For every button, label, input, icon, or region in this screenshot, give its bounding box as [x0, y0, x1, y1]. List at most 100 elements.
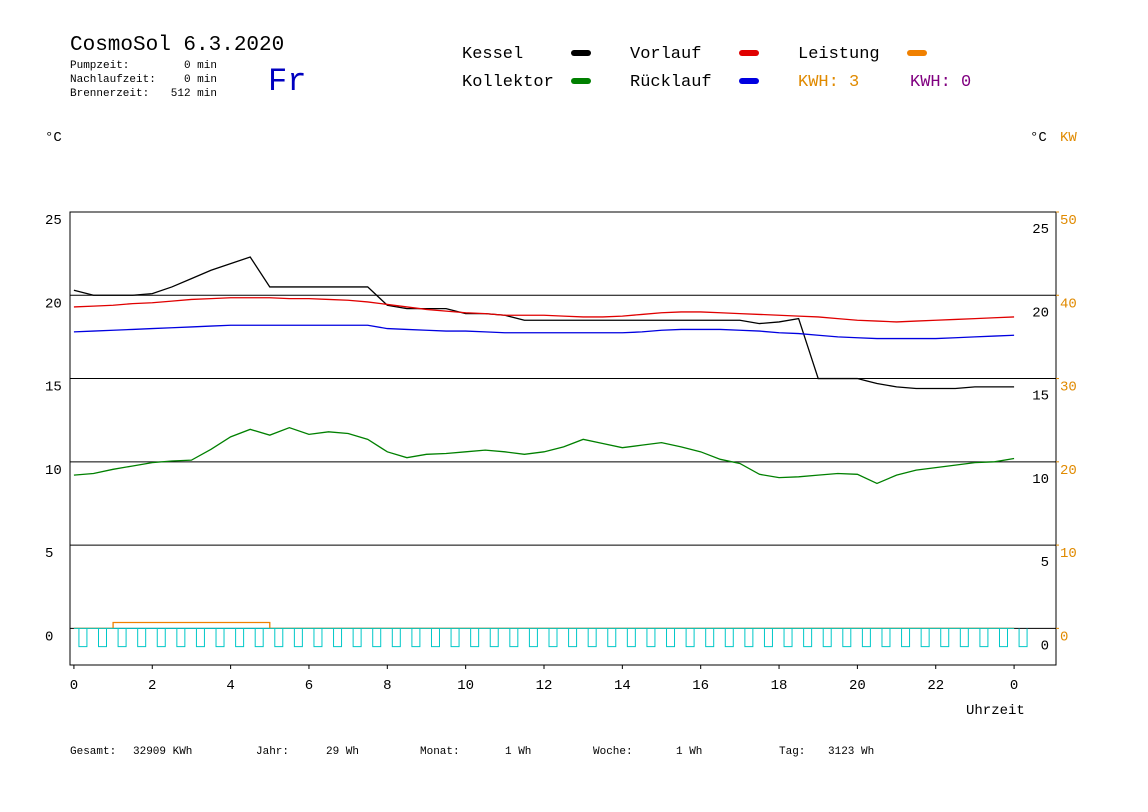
y-label: °C	[45, 130, 62, 146]
pump-pulse	[568, 628, 578, 648]
y2-tick-label: 20	[1060, 463, 1077, 479]
y-tick-label-right: 15	[1032, 389, 1049, 405]
info-value: 0 min	[184, 60, 217, 72]
pump-pulse	[1018, 628, 1028, 648]
pump-pulse	[959, 628, 969, 648]
pump-pulse	[528, 628, 538, 648]
x-tick-label: 8	[383, 678, 391, 694]
pump-pulse	[842, 628, 852, 648]
y-tick-label-right: 5	[1041, 555, 1049, 571]
title: CosmoSol 6.3.2020	[70, 34, 284, 57]
pump-pulse	[313, 628, 323, 648]
pump-pulse	[548, 628, 558, 648]
pump-pulse	[293, 628, 303, 648]
pump-pulse	[861, 628, 871, 648]
pump-pulse	[940, 628, 950, 648]
info-label: Pumpzeit:	[70, 60, 129, 72]
legend-label: Leistung	[798, 45, 880, 64]
y-tick-label-right: 0	[1041, 638, 1049, 654]
kwh-label: KWH: 0	[910, 73, 971, 92]
y-tick-label-right: 10	[1032, 472, 1049, 488]
pump-pulse	[274, 628, 284, 648]
pump-pulse	[705, 628, 715, 648]
x-tick-label: 0	[70, 678, 78, 694]
pump-pulse	[254, 628, 264, 648]
pump-pulse	[509, 628, 519, 648]
footer-value: 32909 KWh	[133, 746, 192, 758]
pump-pulse	[411, 628, 421, 648]
footer-label: Tag:	[779, 746, 805, 758]
pump-pulse	[176, 628, 186, 648]
x-label: Uhrzeit	[966, 703, 1025, 719]
pump-pulse	[156, 628, 166, 648]
y-tick-label-right: 20	[1032, 305, 1049, 321]
pump-pulse	[333, 628, 343, 648]
pump-pulse	[626, 628, 636, 648]
footer-value: 29 Wh	[326, 746, 359, 758]
x-tick-label: 22	[927, 678, 944, 694]
series-line	[73, 256, 1015, 390]
footer-value: 3123 Wh	[828, 746, 874, 758]
pump-pulse	[646, 628, 656, 648]
y2-tick-label: 30	[1060, 380, 1077, 396]
x-tick-label: 4	[226, 678, 234, 694]
kwh-label: KWH: 3	[798, 73, 859, 92]
y2-label-left: °C	[1030, 130, 1047, 146]
info-label: Nachlaufzeit:	[70, 74, 156, 86]
series-line	[73, 621, 1015, 630]
x-tick-label: 0	[1010, 678, 1018, 694]
pump-pulse	[430, 628, 440, 648]
y2-tick-label: 0	[1060, 629, 1068, 645]
pump-pulse	[215, 628, 225, 648]
x-tick-label: 12	[536, 678, 553, 694]
y2-tick-label: 40	[1060, 296, 1077, 312]
footer-label: Jahr:	[256, 746, 289, 758]
y-tick-label-right: 25	[1032, 222, 1049, 238]
pump-pulse	[763, 628, 773, 648]
pump-pulse	[803, 628, 813, 648]
legend-label: Rücklauf	[630, 73, 712, 92]
y-tick-label: 20	[45, 296, 62, 312]
pump-pulse	[489, 628, 499, 648]
pump-pulse	[98, 628, 108, 648]
y-tick-label: 0	[45, 629, 53, 645]
footer-label: Monat:	[420, 746, 460, 758]
x-tick-label: 18	[771, 678, 788, 694]
pump-pulse	[881, 628, 891, 648]
pump-pulse	[724, 628, 734, 648]
footer-label: Woche:	[593, 746, 633, 758]
pump-pulse	[195, 628, 205, 648]
y-tick-label: 15	[45, 380, 62, 396]
pump-pulse	[117, 628, 127, 648]
x-tick-label: 2	[148, 678, 156, 694]
y-tick-label: 10	[45, 463, 62, 479]
series-line	[73, 426, 1015, 485]
pump-pulse	[137, 628, 147, 648]
pump-pulse	[822, 628, 832, 648]
x-tick-label: 20	[849, 678, 866, 694]
info-value: 512 min	[171, 88, 217, 100]
x-tick-label: 6	[305, 678, 313, 694]
footer-label: Gesamt:	[70, 746, 116, 758]
y-tick-label: 25	[45, 213, 62, 229]
pump-pulse	[744, 628, 754, 648]
pump-pulse	[587, 628, 597, 648]
pump-pulse	[607, 628, 617, 648]
pump-pulse	[235, 628, 245, 648]
pump-pulse	[920, 628, 930, 648]
y2-label: KW	[1060, 130, 1077, 146]
pump-pulse	[685, 628, 695, 648]
pump-pulse	[901, 628, 911, 648]
pump-pulse	[979, 628, 989, 648]
day: Fr	[268, 63, 306, 100]
legend-label: Kessel	[462, 45, 523, 64]
pump-pulse	[78, 628, 88, 648]
y-tick-label: 5	[45, 546, 53, 562]
legend-label: Kollektor	[462, 73, 554, 92]
x-tick-label: 16	[692, 678, 709, 694]
info-value: 0 min	[184, 74, 217, 86]
y2-tick-label: 10	[1060, 546, 1077, 562]
plot-frame	[69, 211, 1057, 666]
pump-pulse	[783, 628, 793, 648]
pump-pulse	[450, 628, 460, 648]
